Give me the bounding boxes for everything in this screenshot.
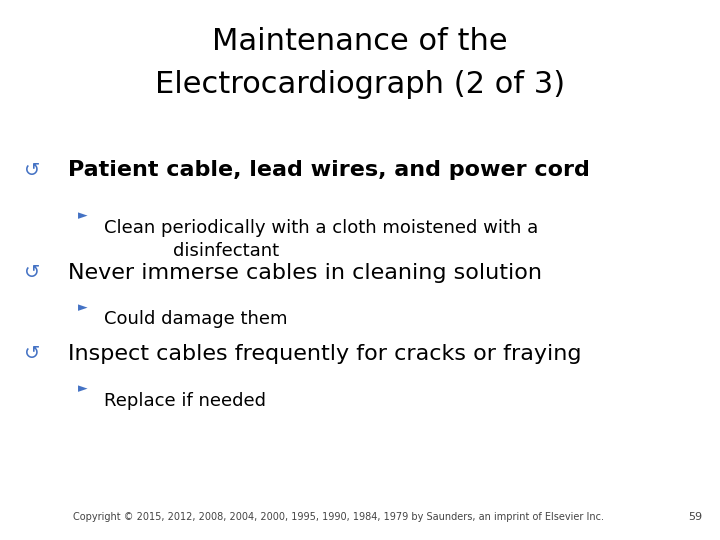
Text: Copyright © 2015, 2012, 2008, 2004, 2000, 1995, 1990, 1984, 1979 by Saunders, an: Copyright © 2015, 2012, 2008, 2004, 2000… <box>73 512 604 522</box>
Text: Never immerse cables in cleaning solution: Never immerse cables in cleaning solutio… <box>68 262 542 283</box>
Text: Maintenance of the: Maintenance of the <box>212 27 508 56</box>
Text: ↺: ↺ <box>24 344 40 363</box>
Text: ↺: ↺ <box>24 160 40 180</box>
Text: Patient cable, lead wires, and power cord: Patient cable, lead wires, and power cor… <box>68 160 590 180</box>
Text: ↺: ↺ <box>24 263 40 282</box>
Text: Could damage them: Could damage them <box>104 310 288 328</box>
Text: Inspect cables frequently for cracks or fraying: Inspect cables frequently for cracks or … <box>68 343 582 364</box>
Text: Electrocardiograph (2 of 3): Electrocardiograph (2 of 3) <box>155 70 565 99</box>
Text: ►: ► <box>78 382 88 395</box>
Text: Replace if needed: Replace if needed <box>104 392 266 409</box>
Text: ►: ► <box>78 301 88 314</box>
Text: ►: ► <box>78 210 88 222</box>
Text: 59: 59 <box>688 512 702 522</box>
Text: Clean periodically with a cloth moistened with a
            disinfectant: Clean periodically with a cloth moistene… <box>104 219 539 260</box>
